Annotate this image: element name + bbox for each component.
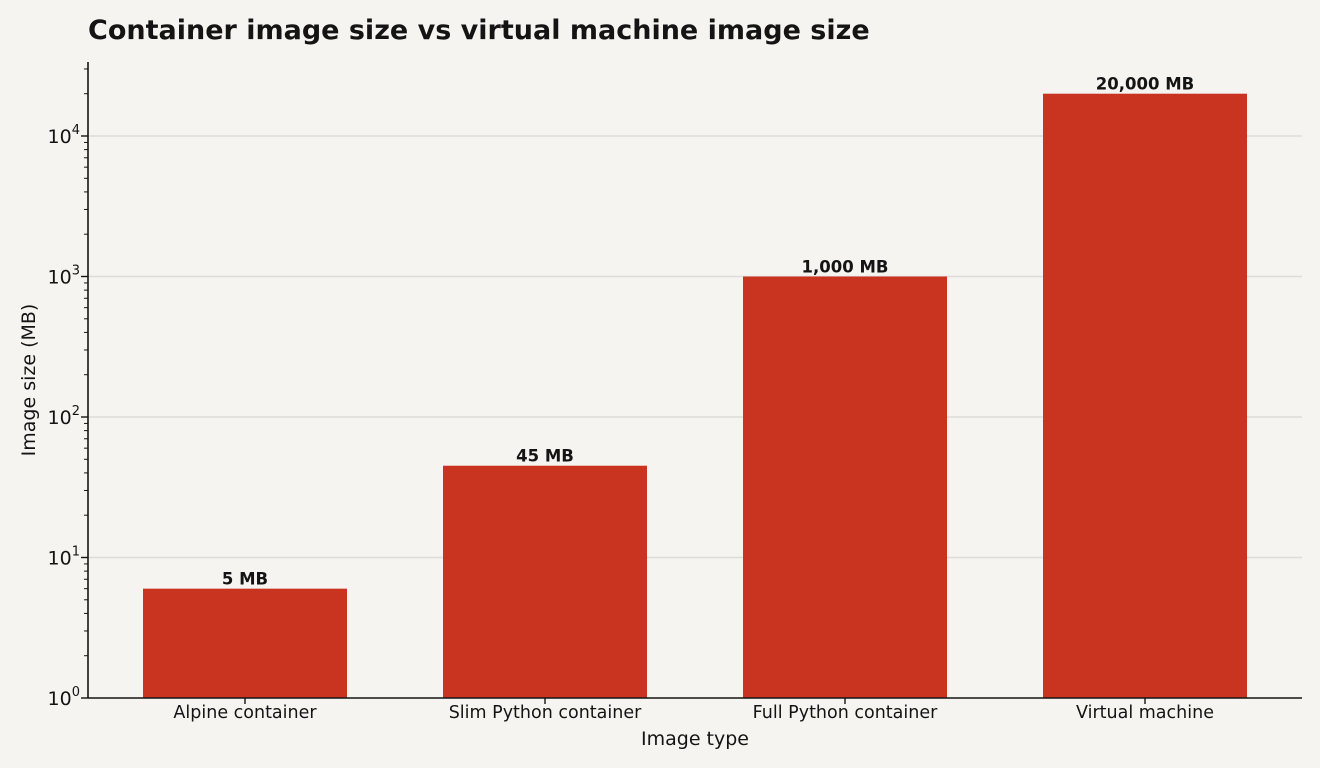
chart-title: Container image size vs virtual machine …: [88, 15, 870, 46]
y-tick-label: 101: [48, 545, 80, 570]
x-axis-label: Image type: [641, 728, 749, 750]
y-tick-label: 104: [48, 123, 80, 148]
y-tick-label: 100: [48, 685, 80, 710]
bar-value-label: 5 MB: [222, 570, 268, 589]
y-axis-ticks: 100 101 102 103 104: [48, 68, 88, 710]
data-labels: 5 MB 45 MB 1,000 MB 20,000 MB: [222, 75, 1194, 589]
bar: [1043, 93, 1247, 699]
x-axis-ticks: Alpine container Slim Python container Ful…: [173, 698, 1214, 723]
x-tick-label: Slim Python container: [449, 703, 642, 723]
x-tick-label: Alpine container: [173, 703, 317, 723]
y-tick-label: 102: [48, 404, 80, 429]
y-axis-label: Image size (MB): [18, 304, 40, 457]
bar-value-label: 45 MB: [516, 447, 574, 466]
bar-value-label: 1,000 MB: [802, 258, 889, 277]
bar: [143, 588, 347, 698]
y-tick-label: 103: [48, 264, 80, 289]
bar-value-label: 20,000 MB: [1096, 75, 1194, 94]
x-tick-label: Full Python container: [753, 703, 938, 723]
bars: [143, 93, 1247, 699]
bar: [743, 276, 947, 698]
bar: [443, 465, 647, 698]
x-tick-label: Virtual machine: [1076, 703, 1214, 723]
